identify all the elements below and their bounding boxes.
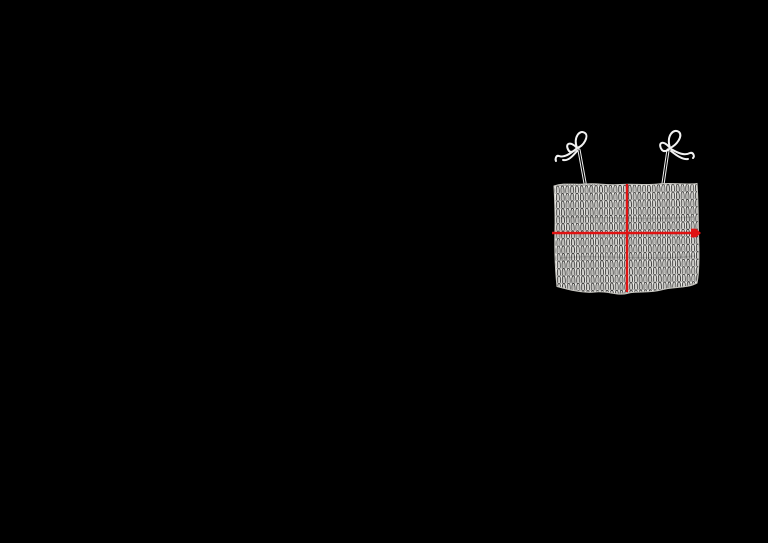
left-bow-loop — [574, 131, 588, 149]
right-bow-loop-small — [659, 141, 671, 153]
left-string-core — [578, 149, 586, 184]
right-bow — [659, 129, 695, 186]
left-bow-tail — [562, 150, 578, 162]
crosshair-arrow-marker — [691, 228, 701, 238]
right-string-core — [662, 149, 669, 185]
knit-swatch-illustration — [552, 129, 701, 295]
right-bow-loop — [668, 129, 682, 149]
left-bow-tail — [554, 148, 577, 162]
knit-swatch-smudge — [557, 216, 696, 259]
right-bow-tail — [670, 148, 695, 159]
left-bow — [554, 131, 588, 185]
measure-crosshair — [552, 184, 701, 292]
right-bow-tail — [670, 150, 689, 161]
